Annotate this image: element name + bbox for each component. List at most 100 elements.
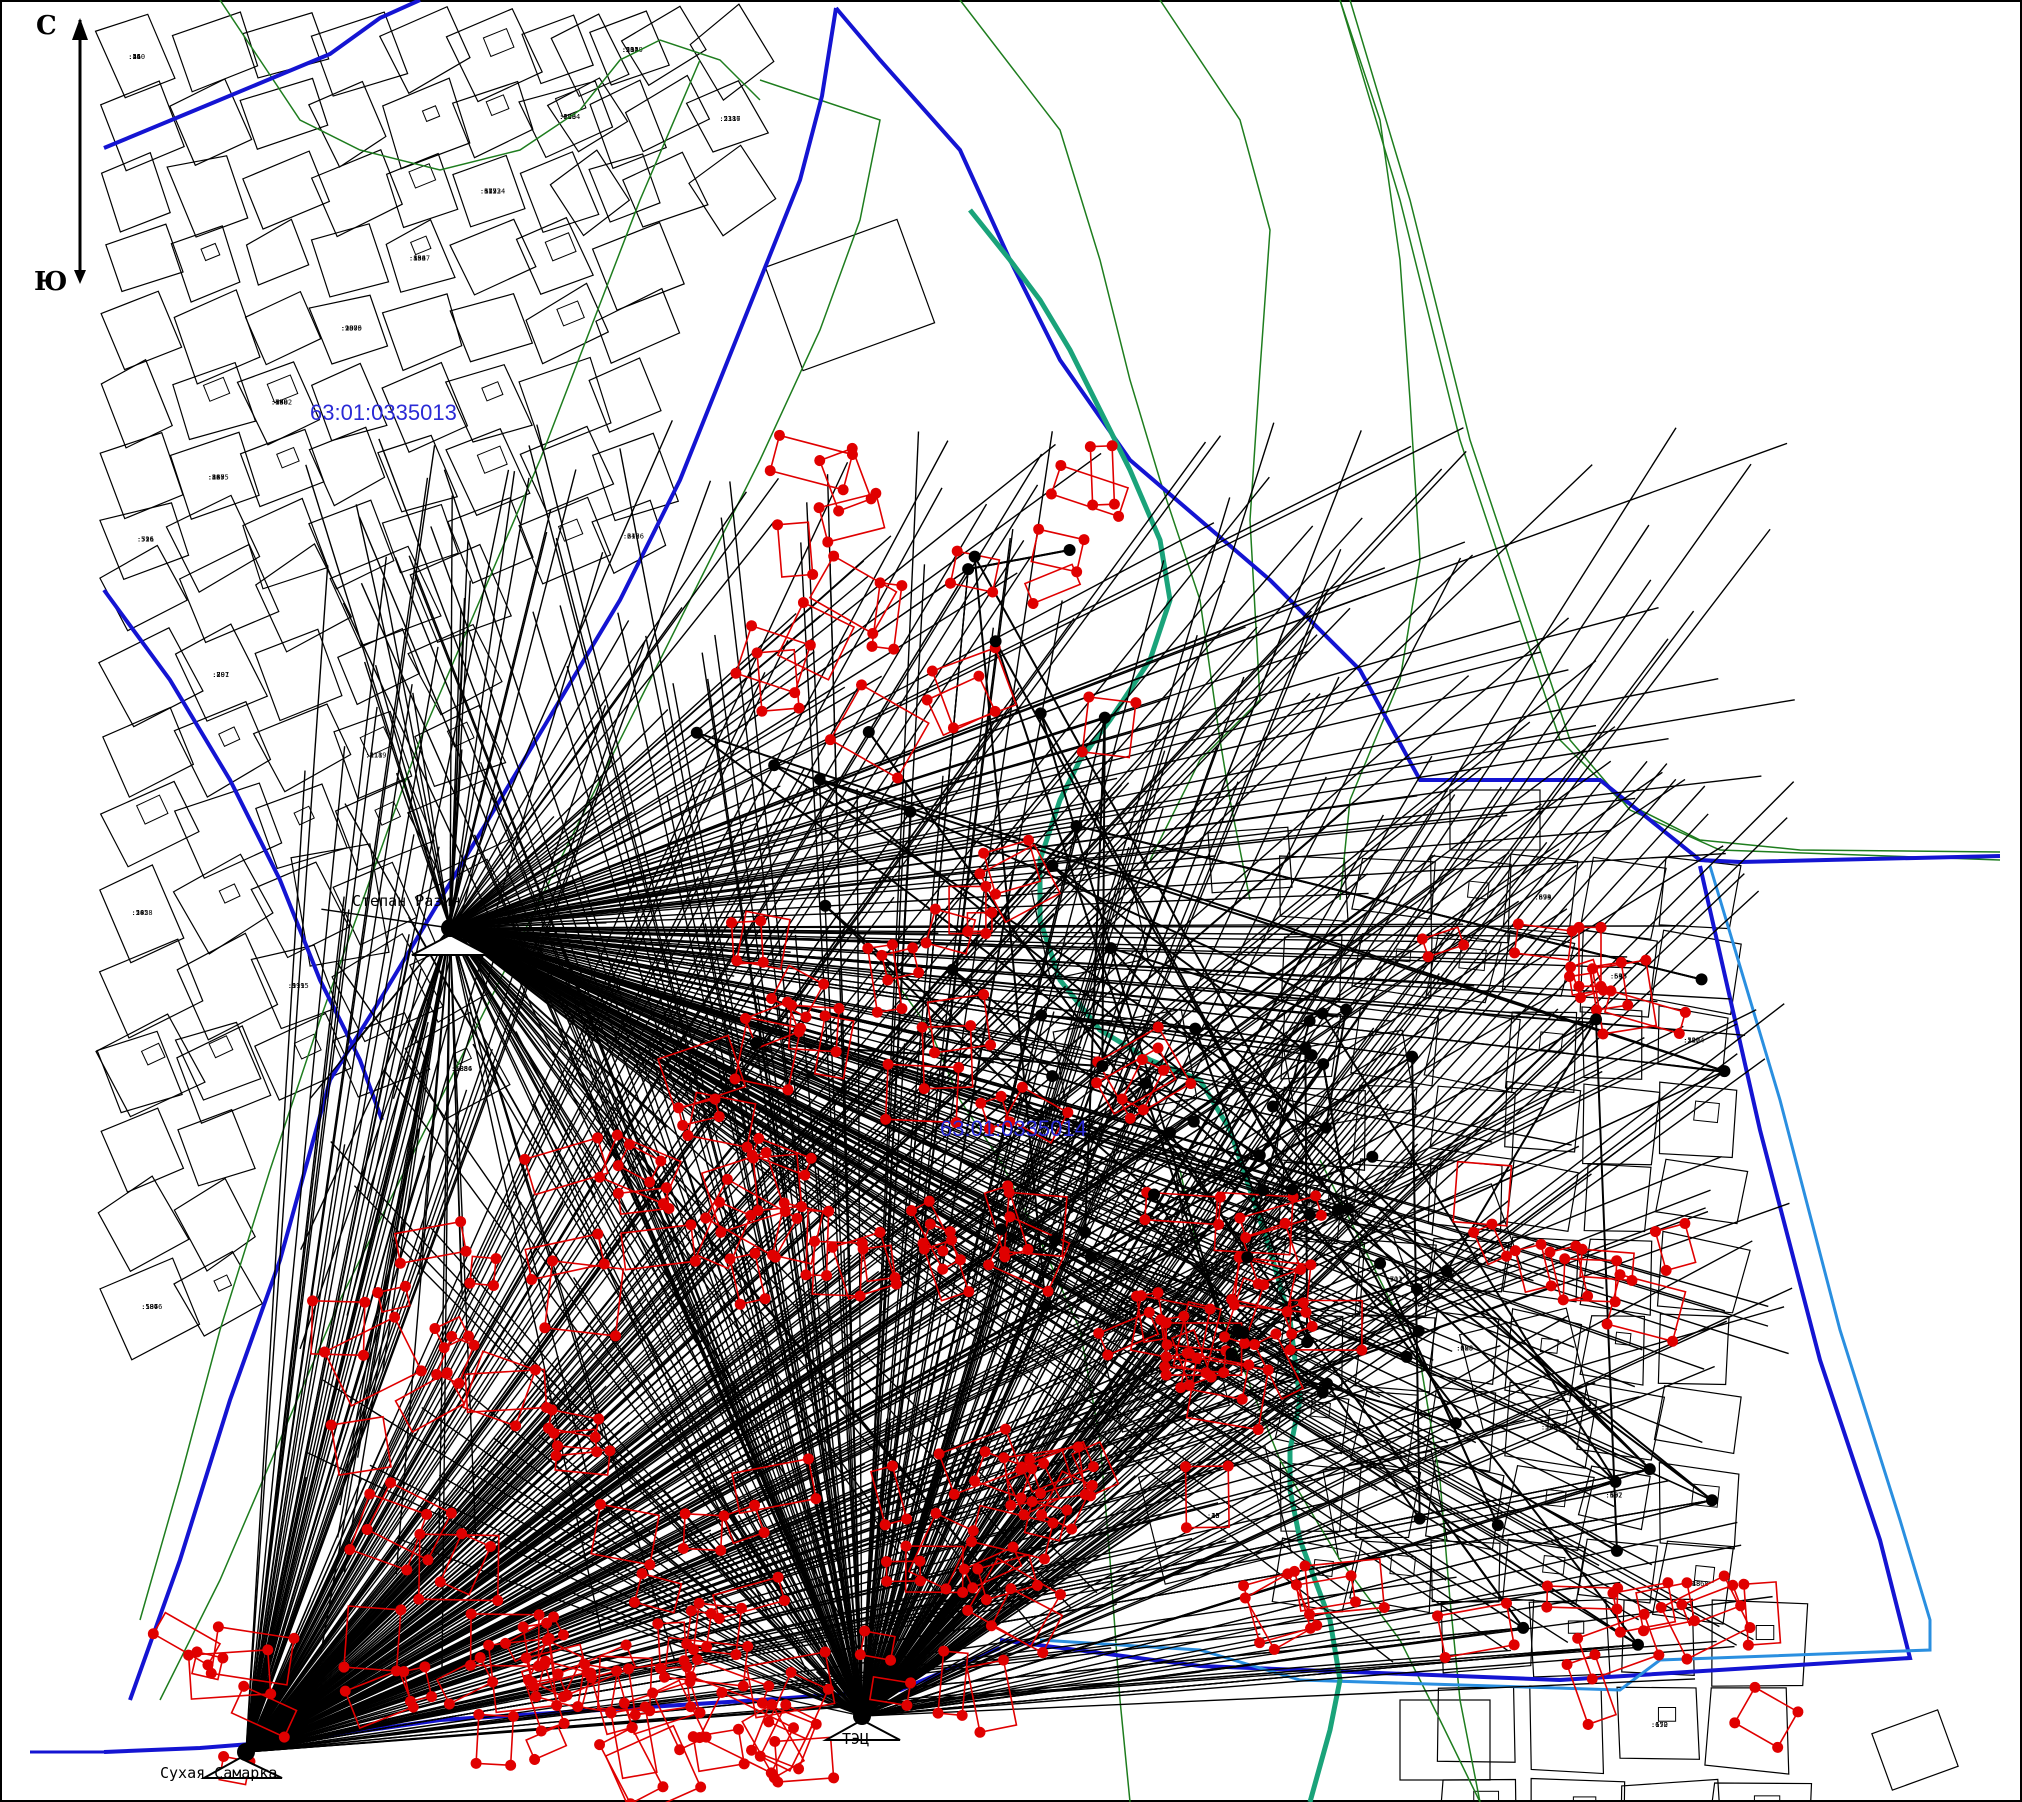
network-line: [449, 575, 869, 929]
object-outline: [468, 1255, 497, 1287]
parcel-number-label: :658: [271, 399, 288, 407]
network-node: [1237, 1326, 1250, 1339]
object-node: [1005, 1499, 1017, 1511]
network-line: [245, 476, 1270, 1753]
object-node: [1086, 1479, 1098, 1491]
object-node: [361, 1523, 373, 1535]
parcel: [176, 932, 279, 1041]
network-line: [449, 495, 453, 929]
network-line: [449, 927, 463, 1296]
parcel-number-label: :526: [137, 535, 154, 543]
object-node: [856, 679, 868, 691]
network-node: [1374, 1257, 1387, 1270]
network-line: [449, 927, 896, 982]
parcel-number-label: :623: [559, 113, 576, 121]
object-node: [1234, 1212, 1246, 1224]
object-node: [1557, 1294, 1569, 1306]
object-node: [974, 1726, 986, 1738]
object-outline: [831, 1231, 898, 1301]
object-node: [713, 1111, 725, 1123]
object-outline: [620, 1223, 697, 1271]
object-outline: [926, 675, 997, 737]
parcel: [173, 782, 283, 880]
object-node: [492, 1595, 504, 1607]
network-line: [449, 927, 1355, 1319]
parcel-number-label: :11: [128, 53, 141, 61]
object-outline: [1040, 1470, 1094, 1531]
network-line: [1416, 1288, 1617, 1483]
network-line: [245, 480, 712, 1753]
object-node: [874, 1226, 886, 1238]
object-node: [742, 1640, 754, 1652]
object-node: [1582, 1718, 1594, 1730]
object-node: [951, 545, 963, 557]
object-node: [830, 1046, 842, 1058]
object-node: [944, 1226, 956, 1238]
object-node: [488, 1280, 500, 1292]
parcel: [172, 361, 257, 441]
object-node: [953, 1062, 965, 1074]
object-node: [892, 772, 904, 784]
object-node: [962, 1604, 974, 1616]
parcel: [685, 80, 770, 153]
network-line: [617, 612, 863, 1717]
parcel: [1658, 1462, 1740, 1550]
object-node: [695, 1781, 707, 1793]
object-node: [1439, 1651, 1451, 1663]
object-node: [1565, 961, 1577, 973]
network-line: [756, 994, 863, 1717]
object-node: [1792, 1706, 1804, 1718]
parcel: [620, 5, 707, 87]
object-node: [886, 1460, 898, 1472]
parcel-number-label: :2117: [719, 115, 740, 123]
object-node: [819, 1646, 831, 1658]
object-node: [1137, 1104, 1149, 1116]
object-node: [859, 1625, 871, 1637]
object-outline: [1569, 958, 1605, 999]
object-node: [764, 465, 776, 477]
station-tec: ТЭЦ: [822, 1707, 901, 1748]
object-node: [1284, 1344, 1296, 1356]
object-node: [218, 1750, 230, 1762]
object-node: [1673, 1028, 1685, 1040]
object-outline: [1030, 528, 1085, 573]
parcel: [177, 1108, 256, 1187]
object-node: [1679, 1217, 1691, 1229]
object-outline: [1233, 1256, 1312, 1314]
object-node: [359, 1296, 371, 1308]
object-node: [1108, 498, 1120, 510]
parcel: [1711, 1599, 1809, 1687]
object-outline: [921, 1024, 974, 1090]
object-node: [1356, 1344, 1368, 1356]
object-node: [813, 502, 825, 514]
network-line: [755, 1042, 1086, 1234]
network-node: [1301, 1336, 1314, 1349]
object-node: [755, 915, 767, 927]
object-outline: [921, 1223, 952, 1253]
parcel: [310, 11, 409, 97]
object-node: [985, 1039, 997, 1051]
object-outline: [990, 1587, 1064, 1654]
object-node: [278, 1731, 290, 1743]
object-node: [470, 1757, 482, 1769]
network-node: [1039, 1300, 1052, 1313]
parcel: [310, 149, 404, 238]
network-line: [245, 525, 1314, 1753]
object-node: [464, 1277, 476, 1289]
object-node: [688, 1644, 700, 1656]
network-line: [449, 925, 1686, 929]
building-outline: [1693, 1564, 1716, 1583]
object-node: [629, 1709, 641, 1721]
object-node: [995, 1090, 1007, 1102]
network-line: [449, 470, 516, 929]
network-line: [861, 1015, 1042, 1717]
network-line: [861, 1336, 943, 1717]
network-node: [1319, 1121, 1332, 1134]
building-outline: [476, 445, 508, 474]
object-outline: [745, 1651, 836, 1719]
network-line: [300, 927, 451, 1250]
network-line: [861, 781, 1795, 1717]
object-outline: [402, 1665, 433, 1703]
parcel-number-label: :645: [623, 533, 640, 541]
